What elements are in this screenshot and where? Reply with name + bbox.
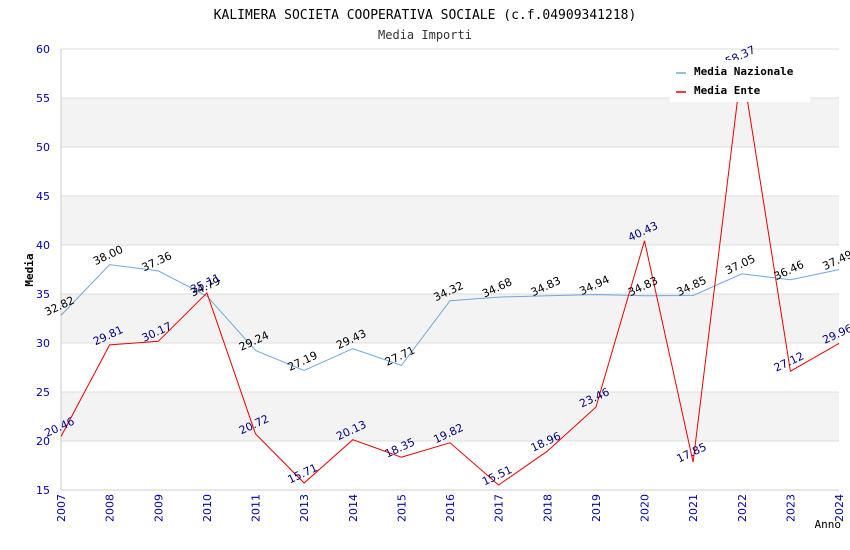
x-tick-label: 2014 (347, 494, 360, 522)
grid-band (61, 392, 839, 441)
data-label: 15.51 (480, 463, 514, 488)
y-axis-label: Media (23, 253, 36, 286)
legend-box (670, 60, 810, 102)
x-tick-label: 2011 (250, 494, 263, 522)
x-tick-label: 2019 (590, 494, 603, 522)
x-axis-ticks: 2007 2008 2009 2010 2011 2013 2014 2015 2016 2017… (55, 494, 846, 522)
series-line-nazionale (60, 264, 840, 372)
y-tick-label: 50 (36, 141, 50, 154)
x-tick-label: 2020 (639, 494, 652, 522)
grid-band (61, 294, 839, 343)
y-tick-label: 25 (36, 386, 50, 399)
x-axis-label: Anno (815, 518, 842, 531)
legend-label-ente: Media Ente (694, 84, 761, 97)
y-tick-label: 35 (36, 288, 50, 301)
x-tick-label: 2010 (201, 494, 214, 522)
x-tick-label: 2013 (298, 494, 311, 522)
data-label: 38.00 (91, 243, 125, 268)
gridlines (61, 48, 839, 491)
y-tick-label: 20 (36, 435, 50, 448)
data-label: 37.49 (820, 248, 850, 273)
data-label: 15.71 (286, 461, 320, 486)
data-label: 37.05 (723, 252, 757, 277)
x-tick-label: 2024 (833, 494, 846, 522)
y-tick-label: 30 (36, 337, 50, 350)
x-tick-label: 2021 (687, 494, 700, 522)
grid-band (61, 196, 839, 245)
x-tick-label: 2018 (541, 494, 554, 522)
x-tick-label: 2007 (55, 494, 68, 522)
chart-title: KALIMERA SOCIETA COOPERATIVA SOCIALE (c.… (214, 8, 637, 23)
axes (60, 49, 839, 491)
x-tick-label: 2023 (784, 494, 797, 522)
data-label: 17.85 (675, 440, 709, 465)
x-tick-label: 2022 (736, 494, 749, 522)
y-tick-label: 60 (36, 43, 50, 56)
grid-band (61, 98, 839, 147)
legend: Media Nazionale Media Ente (670, 60, 810, 102)
data-label: 27.12 (772, 349, 806, 374)
x-tick-label: 2015 (395, 494, 408, 522)
y-axis-ticks: 15 20 25 30 35 40 45 50 55 60 (36, 43, 50, 497)
x-tick-label: 2016 (444, 494, 457, 522)
chart-subtitle: Media Importi (378, 28, 472, 42)
x-tick-label: 2009 (152, 494, 165, 522)
legend-label-nazionale: Media Nazionale (694, 65, 794, 78)
y-tick-label: 45 (36, 190, 50, 203)
x-tick-label: 2017 (493, 494, 506, 522)
y-tick-label: 55 (36, 92, 50, 105)
y-tick-label: 40 (36, 239, 50, 252)
background-bands (61, 98, 839, 441)
series-line-ente (60, 64, 840, 486)
series-lines (60, 64, 840, 486)
y-tick-label: 15 (36, 484, 50, 497)
x-tick-label: 2008 (104, 494, 117, 522)
